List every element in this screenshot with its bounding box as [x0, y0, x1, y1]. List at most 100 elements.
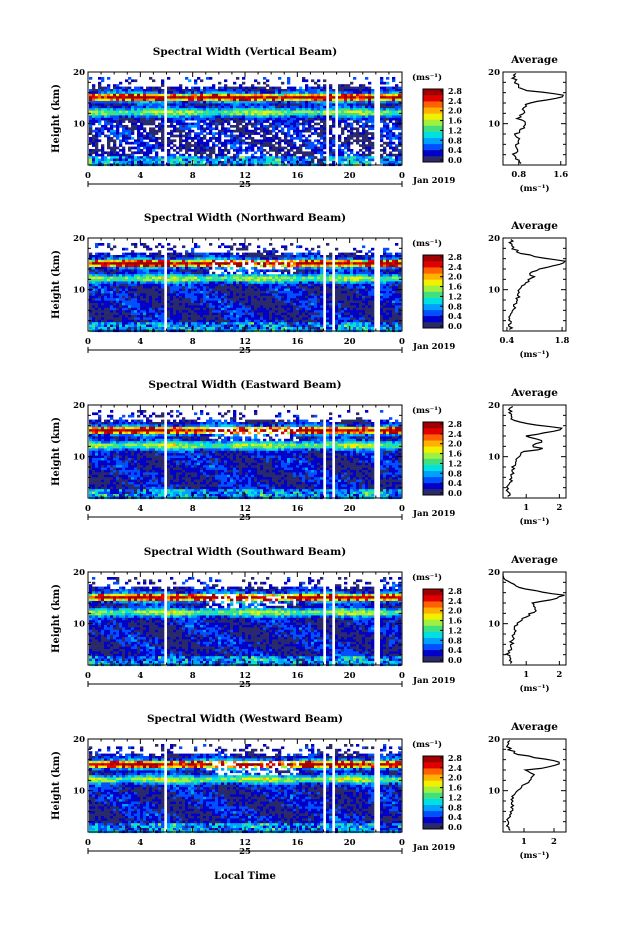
- heatmap-cell: [386, 91, 390, 95]
- heatmap-cell: [287, 103, 291, 107]
- heatmap-cell: [146, 269, 150, 273]
- heatmap-cell: [239, 243, 243, 246]
- heatmap-cell: [323, 84, 327, 87]
- heatmap-cell: [206, 146, 210, 150]
- heatmap-cell: [308, 86, 312, 90]
- heatmap-cell: [212, 120, 216, 123]
- heatmap-cell: [275, 269, 279, 273]
- heatmap-cell: [251, 161, 255, 164]
- heatmap-cell: [218, 117, 222, 121]
- heatmap-cell: [107, 141, 111, 145]
- heatmap-cell: [140, 117, 144, 121]
- heatmap-cell: [305, 110, 309, 114]
- heatmap-cell: [245, 274, 249, 277]
- heatmap-cell: [122, 139, 126, 143]
- heatmap-cell: [104, 293, 108, 297]
- heatmap-cell: [122, 151, 126, 155]
- heatmap-cell: [353, 105, 357, 109]
- heatmap-cell: [242, 286, 246, 289]
- heatmap-cell: [194, 243, 198, 246]
- heatmap-cell: [236, 103, 240, 107]
- heatmap-cell: [188, 101, 192, 104]
- heatmap-cell: [218, 156, 222, 159]
- heatmap-cell: [227, 149, 231, 152]
- heatmap-cell: [296, 93, 300, 97]
- heatmap-cell: [326, 259, 330, 263]
- heatmap-cell: [155, 158, 159, 162]
- heatmap-cell: [392, 274, 396, 277]
- heatmap-cell: [92, 158, 96, 162]
- heatmap-cell: [272, 286, 276, 289]
- heatmap-cell: [173, 98, 177, 102]
- heatmap-cell: [167, 86, 171, 90]
- heatmap-cell: [227, 98, 231, 102]
- heatmap-cell: [182, 245, 186, 249]
- heatmap-cell: [254, 120, 258, 123]
- heatmap-cell: [197, 125, 201, 128]
- heatmap-cell: [314, 293, 318, 297]
- heatmap-cell: [317, 262, 321, 265]
- heatmap-cell: [224, 274, 228, 277]
- heatmap-cell: [146, 161, 150, 164]
- x-tick-label: 8: [190, 171, 196, 181]
- heatmap-cell: [233, 96, 237, 99]
- heatmap-cell: [308, 276, 312, 280]
- heatmap-cell: [116, 96, 120, 99]
- heatmap-cell: [314, 274, 318, 277]
- heatmap-cell: [269, 262, 273, 265]
- heatmap-cell: [353, 110, 357, 114]
- heatmap-cell: [383, 108, 387, 111]
- heatmap-cell: [182, 267, 186, 270]
- heatmap-cell: [329, 158, 333, 162]
- heatmap-cell: [347, 89, 351, 92]
- heatmap-cell: [113, 144, 117, 147]
- heatmap-cell: [242, 105, 246, 109]
- heatmap-cell: [266, 262, 270, 265]
- heatmap-cell: [308, 125, 312, 128]
- heatmap-cell: [194, 161, 198, 164]
- heatmap-cell: [296, 267, 300, 270]
- heatmap-cell: [191, 117, 195, 121]
- heatmap-cell: [152, 149, 156, 152]
- heatmap-cell: [122, 134, 126, 138]
- heatmap-cell: [272, 259, 276, 263]
- heatmap-cell: [260, 274, 264, 277]
- heatmap-cell: [110, 120, 114, 123]
- heatmap-cell: [302, 117, 306, 121]
- heatmap-cell: [269, 257, 273, 261]
- heatmap-cell: [176, 120, 180, 123]
- heatmap-cell: [305, 269, 309, 273]
- heatmap-cell: [296, 255, 300, 258]
- heatmap-cell: [167, 77, 171, 80]
- heatmap-cell: [302, 269, 306, 273]
- heatmap-cell: [155, 245, 159, 249]
- heatmap-cell: [146, 141, 150, 145]
- heatmap-cell: [173, 113, 177, 116]
- heatmap-cell: [302, 161, 306, 164]
- heatmap-cell: [167, 105, 171, 109]
- heatmap-cell: [248, 295, 252, 299]
- heatmap-cell: [236, 86, 240, 90]
- heatmap-cell: [347, 108, 351, 111]
- heatmap-cell: [299, 156, 303, 159]
- heatmap-cell: [221, 149, 225, 152]
- heatmap-cell: [125, 156, 129, 159]
- heatmap-cell: [101, 293, 105, 297]
- heatmap-cell: [170, 267, 174, 270]
- heatmap-cell: [155, 132, 159, 135]
- heatmap-cell: [131, 141, 135, 145]
- heatmap-cell: [206, 158, 210, 162]
- heatmap-cell: [338, 146, 342, 150]
- heatmap-cell: [173, 127, 177, 131]
- heatmap-cell: [92, 101, 96, 104]
- heatmap-cell: [290, 291, 294, 294]
- heatmap-cell: [113, 96, 117, 99]
- heatmap-cell: [296, 298, 300, 301]
- heatmap-cell: [245, 161, 249, 164]
- heatmap-cell: [341, 274, 345, 277]
- heatmap-cell: [173, 158, 177, 162]
- heatmap-cell: [395, 158, 399, 162]
- colorbar-swatch: [423, 125, 443, 132]
- heatmap-cell: [365, 291, 369, 294]
- heatmap-cell: [140, 283, 144, 287]
